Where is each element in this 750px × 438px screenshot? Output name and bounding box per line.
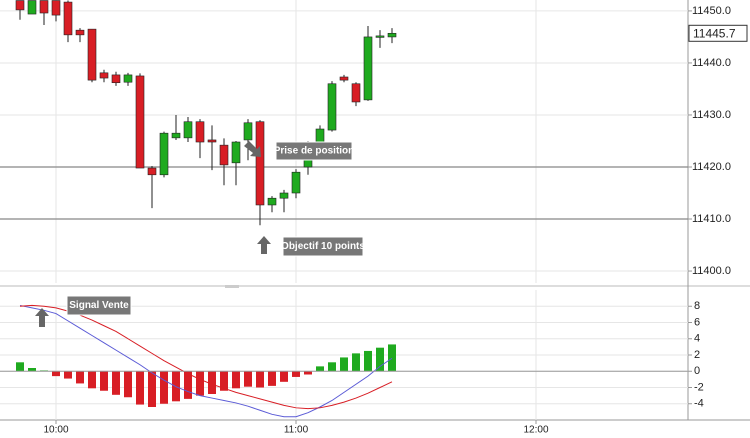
candle-body bbox=[171, 132, 181, 139]
histogram-bar bbox=[136, 371, 144, 405]
candle-body bbox=[39, 0, 49, 14]
candle-body bbox=[339, 76, 349, 81]
histogram-bar bbox=[112, 371, 120, 395]
histogram-bar bbox=[328, 362, 336, 372]
annotation-box bbox=[275, 141, 353, 161]
histogram-bar bbox=[232, 371, 240, 389]
histogram-bar bbox=[148, 371, 156, 407]
indicator-line bbox=[19, 304, 393, 418]
histogram-bar bbox=[364, 350, 372, 372]
arrow bbox=[35, 308, 49, 327]
candle-body bbox=[75, 29, 85, 36]
histogram-bar bbox=[304, 371, 312, 375]
candle-body bbox=[279, 192, 289, 199]
y-tick-label: 0 bbox=[694, 365, 700, 377]
annotation: Objectif 10 points bbox=[257, 236, 365, 257]
histogram-bar bbox=[280, 371, 288, 382]
annotation-box bbox=[66, 295, 132, 316]
candle-body bbox=[183, 121, 193, 139]
candle-body bbox=[63, 1, 73, 36]
candle-body bbox=[255, 121, 265, 206]
candle-body bbox=[99, 72, 109, 79]
histogram-bar bbox=[124, 371, 132, 398]
histogram-bar bbox=[16, 362, 24, 372]
y-tick-label: 4 bbox=[694, 333, 700, 345]
y-tick-label: 11450.0 bbox=[692, 5, 731, 17]
histogram-bar bbox=[160, 371, 168, 404]
histogram-bar bbox=[292, 371, 300, 377]
y-tick-label: -2 bbox=[694, 381, 704, 393]
candle-body bbox=[387, 32, 397, 38]
histogram-bar bbox=[352, 353, 360, 372]
candle-body bbox=[291, 171, 301, 194]
histogram-bar bbox=[52, 371, 60, 377]
candle-body bbox=[267, 197, 277, 206]
histogram-bar bbox=[28, 368, 36, 372]
last-price-box bbox=[688, 24, 748, 42]
candle-body bbox=[27, 0, 37, 15]
histogram-bar bbox=[340, 357, 348, 372]
last-price-label: 11445.7 bbox=[693, 26, 736, 40]
x-tick-label: 11:00 bbox=[284, 425, 309, 436]
histogram-bar bbox=[196, 371, 204, 396]
candle-body bbox=[351, 83, 361, 103]
y-tick-label: 11430.0 bbox=[692, 109, 731, 121]
y-tick-label: -4 bbox=[694, 398, 704, 410]
y-tick-label: 2 bbox=[694, 349, 700, 361]
x-tick-label: 10:00 bbox=[43, 425, 68, 436]
annotation: Prise de position bbox=[244, 141, 355, 161]
histogram-bar bbox=[220, 371, 228, 391]
annotation-box bbox=[282, 236, 364, 257]
candle-body bbox=[375, 35, 385, 38]
y-tick-label: 11400.0 bbox=[692, 265, 731, 277]
annotation-text: Objectif 10 points bbox=[281, 241, 365, 252]
histogram-bar bbox=[100, 371, 108, 391]
candle-body bbox=[135, 75, 145, 169]
candle-body bbox=[51, 0, 61, 16]
histogram-bar bbox=[268, 371, 276, 386]
candle-body bbox=[243, 122, 253, 141]
indicator-line bbox=[19, 304, 393, 410]
histogram-bar bbox=[184, 371, 192, 399]
x-tick-label: 12:00 bbox=[523, 425, 548, 436]
candle-body bbox=[327, 83, 337, 131]
histogram-bar bbox=[388, 344, 396, 372]
candle-body bbox=[363, 36, 373, 101]
histogram-bar bbox=[208, 371, 216, 394]
y-tick-label: 11440.0 bbox=[692, 57, 731, 69]
annotation-text: Signal Vente bbox=[69, 300, 129, 311]
annotation: Signal Vente bbox=[35, 295, 132, 327]
candle-body bbox=[219, 144, 229, 166]
candle-body bbox=[111, 74, 121, 84]
arrow bbox=[244, 141, 261, 157]
histogram-bar bbox=[256, 371, 264, 388]
candle-body bbox=[195, 121, 205, 143]
y-tick-label: 8 bbox=[694, 300, 700, 312]
histogram-bar bbox=[316, 366, 324, 372]
histogram-bar bbox=[76, 371, 84, 384]
annotation-text: Prise de position bbox=[274, 146, 355, 157]
candle-body bbox=[231, 141, 241, 164]
candle-body bbox=[147, 167, 157, 176]
y-tick-label: 11410.0 bbox=[692, 213, 731, 225]
candle-body bbox=[87, 28, 97, 81]
histogram-bar bbox=[376, 347, 384, 372]
y-tick-label: 6 bbox=[694, 316, 700, 328]
candle-body bbox=[207, 139, 217, 143]
divider-handle bbox=[225, 285, 239, 288]
arrow bbox=[257, 236, 271, 254]
histogram-bar bbox=[64, 371, 72, 379]
histogram-bar bbox=[88, 371, 96, 389]
candle-body bbox=[15, 0, 25, 11]
candle-body bbox=[159, 132, 169, 176]
candle-body bbox=[123, 74, 133, 83]
y-tick-label: 11420.0 bbox=[692, 161, 731, 173]
histogram-bar bbox=[244, 371, 252, 387]
